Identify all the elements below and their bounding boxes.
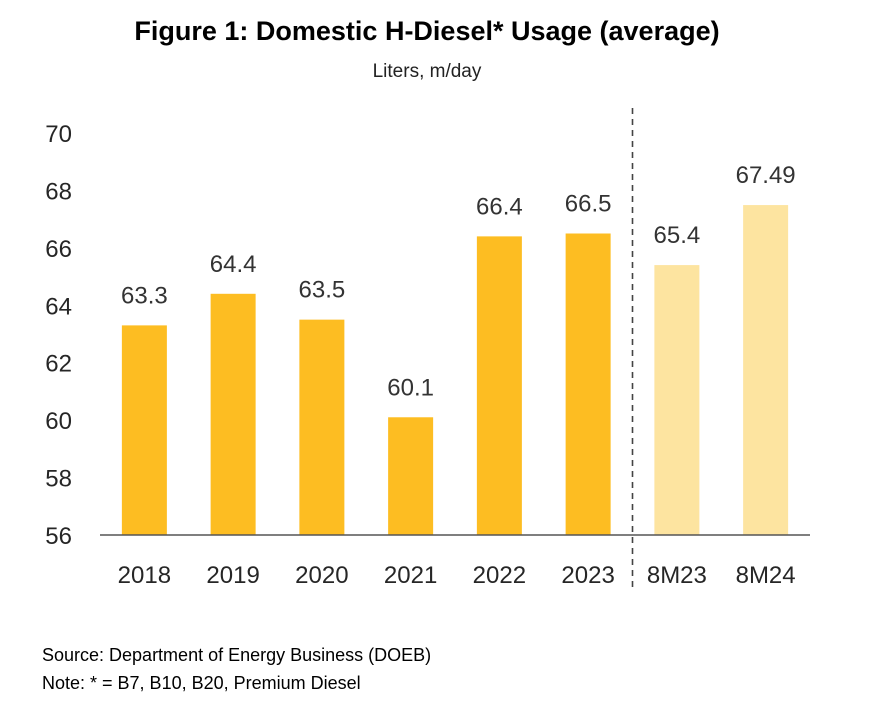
chart-subtitle: Liters, m/day	[373, 61, 482, 82]
x-axis: 2018 2019 2020 2021 2022 2023 8M23 8M24	[118, 562, 796, 589]
bar-2019	[210, 293, 256, 535]
data-label-2020: 63.5	[299, 277, 346, 304]
bar-2020	[299, 319, 345, 535]
chart-title: Figure 1: Domestic H-Diesel* Usage (aver…	[134, 16, 719, 46]
y-tick-label: 62	[45, 351, 72, 378]
bar-2022	[476, 236, 522, 535]
bar-8m23	[654, 265, 700, 535]
x-tick-label: 2018	[118, 562, 171, 589]
source-note: Source: Department of Energy Business (D…	[42, 645, 431, 665]
data-label-2023: 66.5	[565, 191, 612, 218]
data-labels: 63.3 64.4 63.5 60.1 66.4 66.5 65.4 67.49	[121, 162, 796, 401]
x-tick-label: 2022	[473, 562, 526, 589]
x-tick-label: 2020	[295, 562, 348, 589]
x-tick-label: 2021	[384, 562, 437, 589]
y-tick-label: 64	[45, 293, 72, 320]
footnote: Note: * = B7, B10, B20, Premium Diesel	[42, 673, 361, 693]
bar-2021	[388, 417, 434, 535]
y-axis: 56 58 60 62 64 66 68 70	[45, 121, 72, 550]
x-tick-label: 8M24	[736, 562, 796, 589]
x-tick-label: 2023	[561, 562, 614, 589]
y-tick-label: 66	[45, 236, 72, 263]
data-label-8m24: 67.49	[736, 162, 796, 189]
y-tick-label: 70	[45, 121, 72, 148]
y-tick-label: 68	[45, 178, 72, 205]
bars	[121, 205, 789, 535]
y-tick-label: 58	[45, 466, 72, 493]
data-label-2019: 64.4	[210, 251, 257, 278]
y-tick-label: 60	[45, 408, 72, 435]
data-label-2021: 60.1	[387, 374, 434, 401]
data-label-2018: 63.3	[121, 282, 168, 309]
y-tick-label: 56	[45, 523, 72, 550]
data-label-8m23: 65.4	[654, 222, 701, 249]
x-tick-label: 2019	[206, 562, 259, 589]
x-tick-label: 8M23	[647, 562, 707, 589]
bar-2023	[565, 233, 611, 535]
bar-8m24	[743, 205, 789, 535]
data-label-2022: 66.4	[476, 193, 523, 220]
bar-2018	[121, 325, 167, 535]
